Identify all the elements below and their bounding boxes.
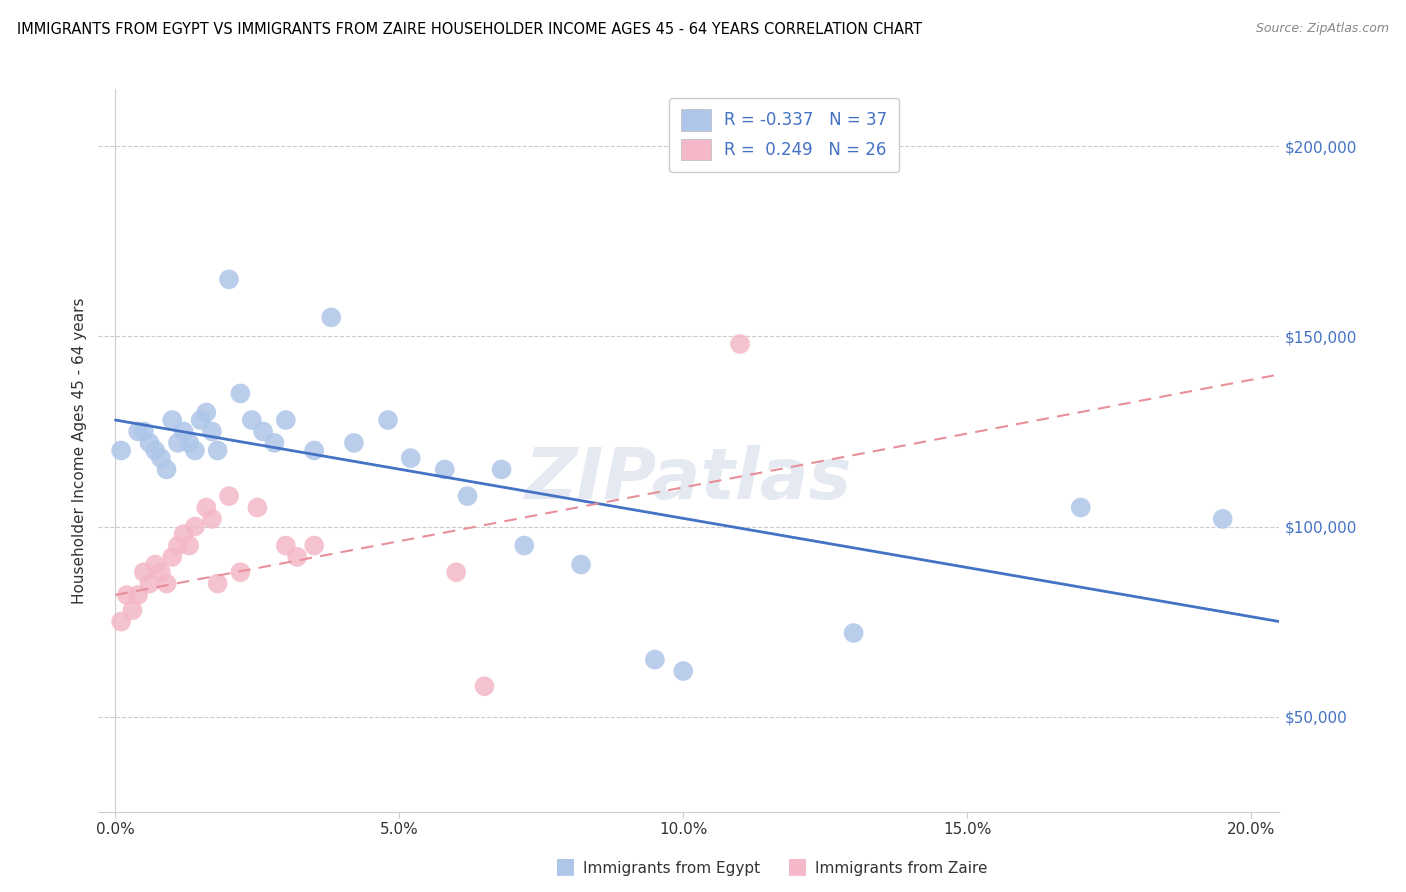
Point bbox=[457, 489, 479, 503]
Point bbox=[321, 310, 343, 325]
Point bbox=[513, 539, 536, 553]
Point bbox=[1070, 500, 1092, 515]
Point bbox=[162, 413, 183, 427]
Point bbox=[274, 413, 297, 427]
Text: Immigrants from Egypt: Immigrants from Egypt bbox=[583, 861, 761, 876]
Text: ■: ■ bbox=[555, 856, 576, 876]
Point bbox=[155, 462, 177, 476]
Text: Source: ZipAtlas.com: Source: ZipAtlas.com bbox=[1256, 22, 1389, 36]
Point bbox=[195, 500, 218, 515]
Point bbox=[167, 539, 190, 553]
Point bbox=[207, 576, 229, 591]
Point bbox=[110, 615, 132, 629]
Point bbox=[644, 652, 666, 666]
Point bbox=[728, 337, 751, 351]
Point bbox=[110, 443, 132, 458]
Point bbox=[195, 405, 218, 419]
Point bbox=[252, 425, 274, 439]
Point bbox=[229, 565, 252, 579]
Point bbox=[201, 425, 224, 439]
Point bbox=[377, 413, 399, 427]
Text: ZIPatlas: ZIPatlas bbox=[526, 445, 852, 514]
Point bbox=[184, 519, 207, 533]
Point bbox=[115, 588, 138, 602]
Point bbox=[218, 489, 240, 503]
Point bbox=[167, 435, 190, 450]
Point bbox=[285, 549, 308, 564]
Point bbox=[218, 272, 240, 286]
Point bbox=[240, 413, 263, 427]
Point bbox=[672, 664, 695, 678]
Point bbox=[138, 576, 160, 591]
Point bbox=[132, 565, 155, 579]
Point bbox=[121, 603, 143, 617]
Point bbox=[842, 626, 865, 640]
Point bbox=[433, 462, 456, 476]
Point bbox=[491, 462, 513, 476]
Point bbox=[149, 451, 172, 466]
Point bbox=[149, 565, 172, 579]
Point bbox=[201, 512, 224, 526]
Point bbox=[127, 588, 149, 602]
Point bbox=[138, 435, 160, 450]
Point bbox=[343, 435, 366, 450]
Point bbox=[1212, 512, 1234, 526]
Point bbox=[179, 539, 201, 553]
Point bbox=[569, 558, 592, 572]
Point bbox=[184, 443, 207, 458]
Point bbox=[229, 386, 252, 401]
Text: Immigrants from Zaire: Immigrants from Zaire bbox=[815, 861, 988, 876]
Point bbox=[207, 443, 229, 458]
Point bbox=[127, 425, 149, 439]
Point bbox=[162, 549, 183, 564]
Y-axis label: Householder Income Ages 45 - 64 years: Householder Income Ages 45 - 64 years bbox=[72, 297, 87, 604]
Point bbox=[274, 539, 297, 553]
Point bbox=[179, 435, 201, 450]
Legend: R = -0.337   N = 37, R =  0.249   N = 26: R = -0.337 N = 37, R = 0.249 N = 26 bbox=[669, 97, 898, 172]
Point bbox=[474, 679, 496, 693]
Point bbox=[302, 443, 325, 458]
Point bbox=[132, 425, 155, 439]
Point bbox=[155, 576, 177, 591]
Point bbox=[143, 443, 166, 458]
Text: IMMIGRANTS FROM EGYPT VS IMMIGRANTS FROM ZAIRE HOUSEHOLDER INCOME AGES 45 - 64 Y: IMMIGRANTS FROM EGYPT VS IMMIGRANTS FROM… bbox=[17, 22, 922, 37]
Point bbox=[302, 539, 325, 553]
Text: ■: ■ bbox=[787, 856, 808, 876]
Point bbox=[263, 435, 285, 450]
Point bbox=[190, 413, 212, 427]
Point bbox=[246, 500, 269, 515]
Point bbox=[173, 527, 195, 541]
Point bbox=[143, 558, 166, 572]
Point bbox=[173, 425, 195, 439]
Point bbox=[399, 451, 422, 466]
Point bbox=[444, 565, 467, 579]
